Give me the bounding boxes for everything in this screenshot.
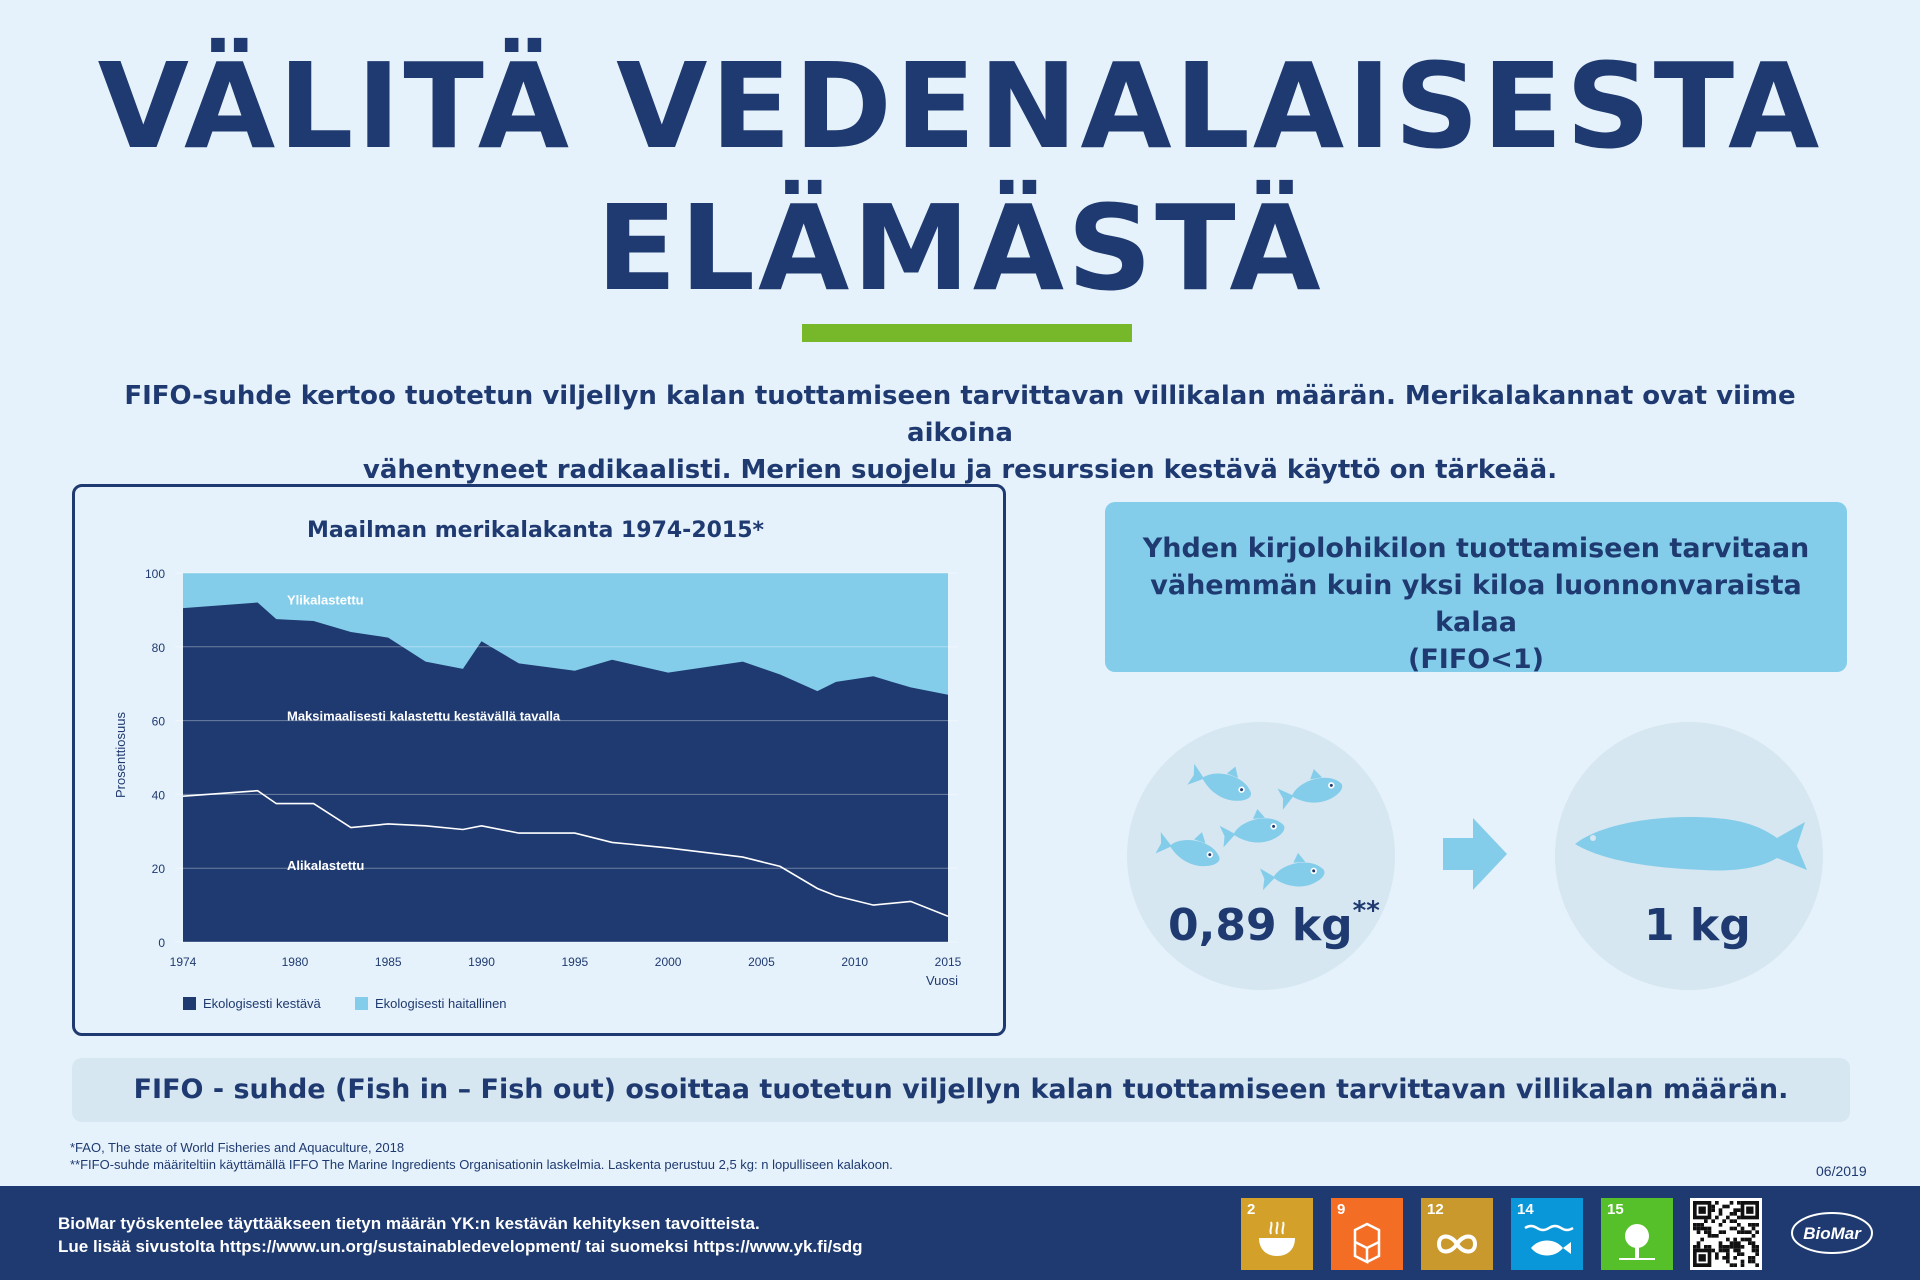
y-tick-label-100: 100 <box>145 567 165 581</box>
y-tick-label-60: 60 <box>152 715 166 729</box>
fish-wave-icon <box>1524 1224 1574 1256</box>
footnote-fifo: **FIFO-suhde määriteltiin käyttämällä IF… <box>70 1157 893 1172</box>
fifo-info-box: Yhden kirjolohikilon tuottamiseen tarvit… <box>1105 502 1847 675</box>
footer-text: BioMar työskentelee täyttääkseen tietyn … <box>58 1212 863 1258</box>
legend-swatch-harmful <box>355 997 368 1010</box>
qr-code-pattern <box>1692 1200 1760 1268</box>
legend-label-sustainable: Ekologisesti kestävä <box>203 996 322 1011</box>
legend-label-harmful: Ekologisesti haitallinen <box>375 996 507 1011</box>
y-tick-label-40: 40 <box>152 788 166 802</box>
trout-icon <box>1575 817 1807 871</box>
underfished-boundary-line <box>182 789 949 917</box>
region-label-overfished: Ylikalastettu <box>287 592 364 607</box>
x-tick-label-2010: 2010 <box>841 955 868 969</box>
x-axis-label: Vuosi <box>926 973 958 988</box>
x-tick-label-2000: 2000 <box>655 955 682 969</box>
farmed-fish-circle <box>1555 722 1823 990</box>
page-title-line1: VÄLITÄ VEDENALAISESTA <box>97 37 1823 175</box>
biomar-logo: BioMar <box>1791 1212 1873 1254</box>
cubes-icon <box>1353 1222 1381 1265</box>
y-tick-label-80: 80 <box>152 641 166 655</box>
publication-date: 06/2019 <box>1816 1163 1867 1179</box>
sdg-12-responsible-consumption-icon[interactable]: 12 <box>1421 1198 1493 1270</box>
chart-title: Maailman merikalakanta 1974-2015* <box>307 518 765 543</box>
legend-swatch-sustainable <box>183 997 196 1010</box>
sdg-14-life-below-water-icon[interactable]: 14 <box>1511 1198 1583 1270</box>
sdg-12-number: 12 <box>1427 1201 1444 1218</box>
intro-text: FIFO-suhde kertoo tuotetun viljellyn kal… <box>90 378 1830 489</box>
sdg-15-number: 15 <box>1607 1201 1624 1218</box>
y-tick-label-0: 0 <box>158 936 165 950</box>
wild-fish-circle <box>1127 722 1395 990</box>
fish-stock-chart: Maailman merikalakanta 1974-2015* 0 20 40 60… <box>72 484 1006 1036</box>
sdg-2-zero-hunger-icon[interactable]: 2 <box>1241 1198 1313 1270</box>
sdg-15-life-on-land-icon[interactable]: 15 <box>1601 1198 1673 1270</box>
intro-line2: vähentyneet radikaalisti. Merien suojelu… <box>362 455 1558 485</box>
x-tick-label-2005: 2005 <box>748 955 775 969</box>
y-axis-label: Prosenttiosuus <box>113 712 128 798</box>
tree-icon <box>1619 1224 1655 1260</box>
chart-svg: Maailman merikalakanta 1974-2015* 0 20 40 60… <box>113 518 962 1011</box>
footnote-source: *FAO, The state of World Fisheries and A… <box>70 1140 405 1155</box>
region-label-max-sustainable: Maksimaalisesti kalastettu kestävällä ta… <box>287 709 561 724</box>
x-tick-label-2015: 2015 <box>935 955 962 969</box>
sdg-14-number: 14 <box>1517 1201 1534 1218</box>
x-tick-label-1980: 1980 <box>282 955 309 969</box>
logo-text: BioMar <box>1803 1224 1862 1243</box>
sdg-9-number: 9 <box>1337 1201 1346 1218</box>
footer-bar: BioMar työskentelee täyttääkseen tietyn … <box>0 1186 1920 1280</box>
y-tick-label-20: 20 <box>152 862 166 876</box>
x-tick-label-1985: 1985 <box>375 955 402 969</box>
x-tick-label-1990: 1990 <box>468 955 495 969</box>
sustainable-area <box>183 602 948 942</box>
info-line3: (FIFO<1) <box>1408 644 1544 675</box>
page-title-line2: ELÄMÄSTÄ <box>596 179 1324 317</box>
intro-line1: FIFO-suhde kertoo tuotetun viljellyn kal… <box>124 381 1796 448</box>
sdg-9-industry-icon[interactable]: 9 <box>1331 1198 1403 1270</box>
x-tick-label-1974: 1974 <box>170 955 197 969</box>
infinity-icon <box>1436 1234 1478 1254</box>
qr-code-icon[interactable] <box>1690 1198 1762 1270</box>
info-line1: Yhden kirjolohikilon tuottamiseen tarvit… <box>1142 533 1810 564</box>
farmed-fish-amount: 1 kg <box>1644 900 1751 951</box>
footer-line2: Lue lisää sivustolta https://www.un.org/… <box>58 1237 863 1256</box>
accent-divider <box>802 324 1132 342</box>
fifo-definition-bar: FIFO - suhde (Fish in – Fish out) osoitt… <box>72 1058 1850 1122</box>
wild-fish-amount-footnote-mark: ** <box>1352 896 1380 926</box>
region-label-underfished: Alikalastettu <box>287 858 364 873</box>
footer-line1: BioMar työskentelee täyttääkseen tietyn … <box>58 1214 760 1233</box>
arrow-right-icon <box>1443 818 1507 890</box>
info-line2: vähemmän kuin yksi kiloa luonnonvaraista… <box>1150 570 1802 638</box>
bowl-icon <box>1259 1221 1295 1256</box>
wild-fish-amount: 0,89 kg** <box>1168 896 1380 951</box>
sdg-2-number: 2 <box>1247 1201 1256 1218</box>
x-tick-label-1995: 1995 <box>561 955 588 969</box>
wild-fish-amount-value: 0,89 kg <box>1168 900 1353 951</box>
